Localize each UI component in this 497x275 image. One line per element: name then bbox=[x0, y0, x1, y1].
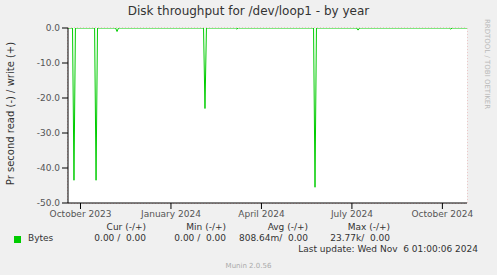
html-text:0.00 / 0.00: 0.00 / 0.00 bbox=[174, 233, 226, 243]
html-text:Pr second read (-) / write (+): Pr second read (-) / write (+) bbox=[4, 41, 16, 186]
svg-text:-40.0: -40.0 bbox=[37, 163, 61, 173]
svg-text:October 2024: October 2024 bbox=[411, 209, 473, 219]
svg-text:-50.0: -50.0 bbox=[37, 198, 61, 208]
svg-text:October 2023: October 2023 bbox=[50, 209, 112, 219]
svg-text:0.0: 0.0 bbox=[46, 23, 61, 33]
html-text:Munin 2.0.56: Munin 2.0.56 bbox=[225, 262, 272, 270]
html-text:Last update: Wed Nov 6 01:00:0: Last update: Wed Nov 6 01:00:06 2024 bbox=[298, 244, 478, 254]
html-text:RRDTOOL / TOBI OETIKER: RRDTOOL / TOBI OETIKER bbox=[483, 18, 491, 110]
svg-text:January 2024: January 2024 bbox=[140, 209, 201, 219]
svg-text:-30.0: -30.0 bbox=[37, 128, 61, 138]
html-text:Bytes: Bytes bbox=[28, 233, 54, 243]
html-text:Disk throughput for /dev/loop1: Disk throughput for /dev/loop1 - by year bbox=[127, 4, 370, 18]
html-text:Cur (-/+): Cur (-/+) bbox=[106, 222, 146, 232]
html-text:0.00 / 0.00: 0.00 / 0.00 bbox=[94, 233, 146, 243]
svg-text:July 2024: July 2024 bbox=[330, 209, 373, 219]
html-text:Min (-/+): Min (-/+) bbox=[186, 222, 226, 232]
svg-text:-20.0: -20.0 bbox=[37, 93, 61, 103]
svg-text:-10.0: -10.0 bbox=[37, 58, 61, 68]
svg-text:April 2024: April 2024 bbox=[238, 209, 285, 219]
html-text:Avg (-/+): Avg (-/+) bbox=[267, 222, 308, 232]
html-text:Max (-/+): Max (-/+) bbox=[347, 222, 390, 232]
html-text:808.64m/ 0.00: 808.64m/ 0.00 bbox=[238, 233, 308, 243]
html-text:23.77k/ 0.00: 23.77k/ 0.00 bbox=[330, 233, 390, 243]
